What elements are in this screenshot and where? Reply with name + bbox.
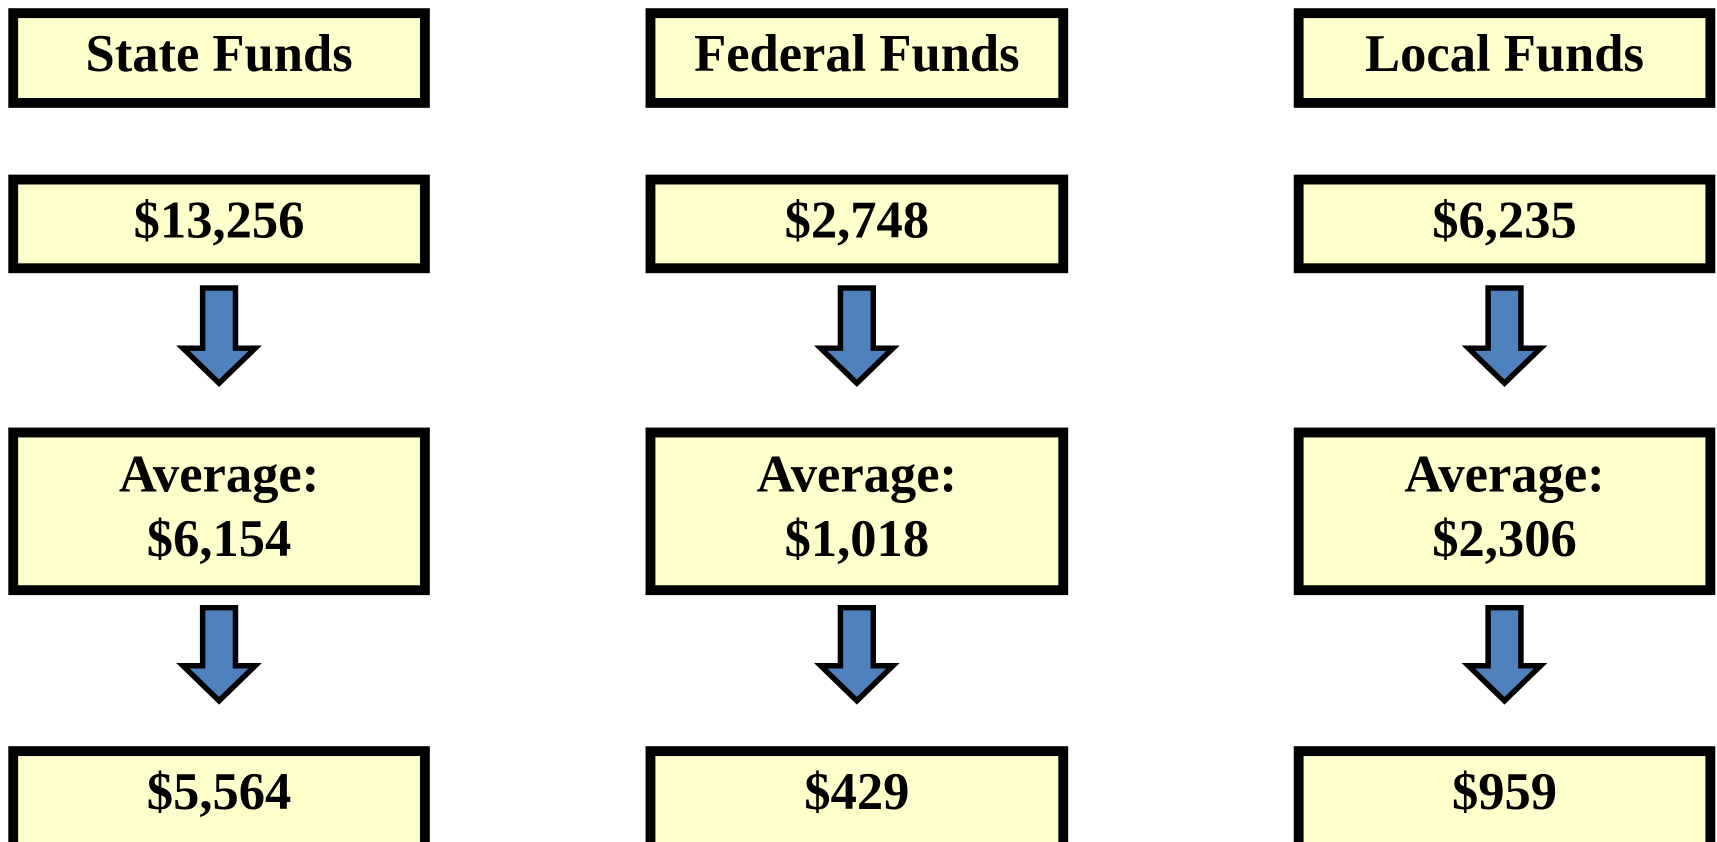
average-box xyxy=(8,427,430,596)
amount: $2,748 xyxy=(785,192,930,250)
average-value: $1,018 xyxy=(785,510,930,568)
average-label: Average: xyxy=(757,446,957,504)
average-box xyxy=(645,427,1069,596)
down-arrow xyxy=(176,285,262,388)
down-arrow xyxy=(813,604,900,705)
amount-box xyxy=(8,174,430,274)
result-box xyxy=(8,746,430,842)
result: $5,564 xyxy=(147,763,292,821)
down-arrow xyxy=(1461,604,1548,705)
result-box xyxy=(1293,746,1716,842)
title: State Funds xyxy=(85,25,352,83)
down-arrow xyxy=(1461,285,1548,388)
result: $959 xyxy=(1452,763,1557,821)
average-value: $6,154 xyxy=(147,510,292,568)
average-box xyxy=(1293,427,1716,596)
title: Local Funds xyxy=(1365,25,1644,83)
down-arrow xyxy=(176,604,262,705)
average-label: Average: xyxy=(119,446,319,504)
amount-box xyxy=(645,174,1069,274)
average-value: $2,306 xyxy=(1432,510,1577,568)
result-box xyxy=(645,746,1069,842)
amount: $13,256 xyxy=(134,192,305,250)
title-box xyxy=(8,8,430,108)
amount-box xyxy=(1293,174,1716,274)
down-arrow xyxy=(813,285,900,388)
average-label: Average: xyxy=(1404,446,1604,504)
amount: $6,235 xyxy=(1432,192,1577,250)
title-box xyxy=(645,8,1069,108)
title: Federal Funds xyxy=(694,25,1020,83)
result: $429 xyxy=(804,763,909,821)
title-box xyxy=(1293,8,1716,108)
